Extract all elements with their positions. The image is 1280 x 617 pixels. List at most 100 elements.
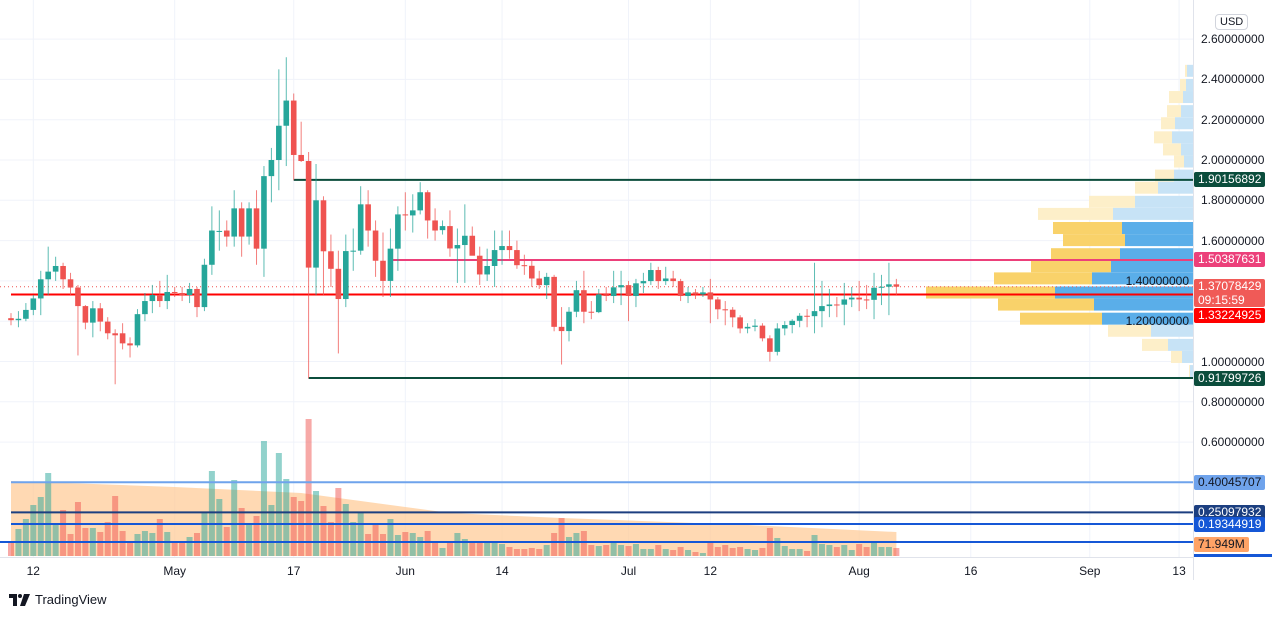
candle [231,190,237,247]
candle-body [811,311,818,317]
volume-bar [454,533,461,556]
candle [469,226,476,256]
candle [439,220,446,235]
volume-bar [625,546,632,556]
volume-profile-up-bar [1151,324,1193,337]
logo-text: TradingView [35,592,107,607]
candle [313,164,319,296]
volume-bar [60,510,67,556]
candle-body [290,100,297,155]
time-tick-label: Aug [848,564,870,578]
volume-bar [141,531,148,556]
volume-bar [856,544,863,556]
candle [476,246,483,285]
level-price-label: 0.19344919 [1194,516,1266,532]
candle [707,278,714,324]
candle [15,311,22,328]
volume-bar [186,537,193,556]
volume-profile-down-bar [1180,78,1186,91]
candle [670,270,676,287]
volume-bar [446,543,453,556]
candle [588,301,595,320]
candle [186,282,193,304]
candle [811,262,818,334]
tradingview-logo[interactable]: TradingView [9,592,107,607]
candle [863,284,870,310]
candle-body [819,306,825,312]
volume-bar [707,542,714,556]
price-chart[interactable] [0,0,1280,590]
candle-body [164,291,171,302]
candle-body [685,292,691,297]
volume-bar [588,545,595,556]
candle-body [618,285,624,288]
volume-profile-up-bar [1111,260,1193,273]
price-tick-label: 1.60000000 [1201,233,1265,248]
candle-body [268,160,275,177]
price-tick-label: 2.00000000 [1201,153,1265,167]
time-tick-label: Jun [395,564,415,578]
price-tick-label: 1.20000000 [1125,314,1189,329]
candle-body [261,176,267,249]
candle-body [700,292,706,295]
volume-bar [97,532,104,556]
candle-body [752,325,758,327]
currency-button[interactable]: USD [1215,14,1249,30]
volume-profile-up-bar [1181,143,1193,156]
candle [30,295,37,316]
candle-body [722,309,729,311]
candle-body [447,226,453,249]
volume-profile-up-bar [1094,298,1193,311]
volume-profile-down-bar [1171,350,1182,363]
candle-body [871,287,877,300]
candle [618,270,624,306]
volume-bar [692,552,699,556]
volume-bar [811,535,818,556]
candle [402,192,409,231]
price-tick-label: 1.80000000 [1201,193,1265,208]
candle-body [893,284,900,287]
candle [729,307,736,328]
volume-bar [461,539,468,556]
volume-profile-down-bar [1038,207,1113,220]
volume-bar [796,549,803,556]
volume-profile-down-bar [1020,312,1102,325]
volume-bar [647,549,654,556]
candle [97,303,104,332]
volume-profile-down-bar [1174,155,1184,168]
candle-body [134,314,141,346]
volume-bar [417,537,424,556]
level-price-label: 1.50387631 [1194,252,1266,268]
volume-bar [402,532,409,556]
volume-bar [484,541,491,556]
candle [700,286,706,298]
candle-body [759,325,766,339]
candle-body [707,292,714,300]
volume-bar [372,524,379,556]
volume-bar [283,479,290,556]
candle-body [841,299,848,305]
candle [819,280,825,328]
volume-profile-up-bar [1182,350,1193,363]
candle-body [804,315,810,317]
candle [298,121,304,163]
candle-body [595,294,602,313]
candle [774,323,781,356]
volume-profile-up-bar [1092,272,1193,285]
time-tick-label: 12 [703,564,718,578]
candle-body [551,276,557,327]
candle [595,288,602,314]
candle-body [424,192,431,221]
volume-profile-up-bar [1172,131,1193,144]
volume-bar [737,547,744,556]
candle-body [343,251,349,300]
candle-body [484,265,490,275]
candle-body [119,333,126,344]
candle [320,196,327,296]
volume-profile-up-bar [1184,155,1193,168]
volume-profile-up-bar [1187,64,1193,77]
volume-bar [305,419,312,556]
candle [343,234,349,308]
candle [171,286,178,298]
candle-body [357,204,364,251]
